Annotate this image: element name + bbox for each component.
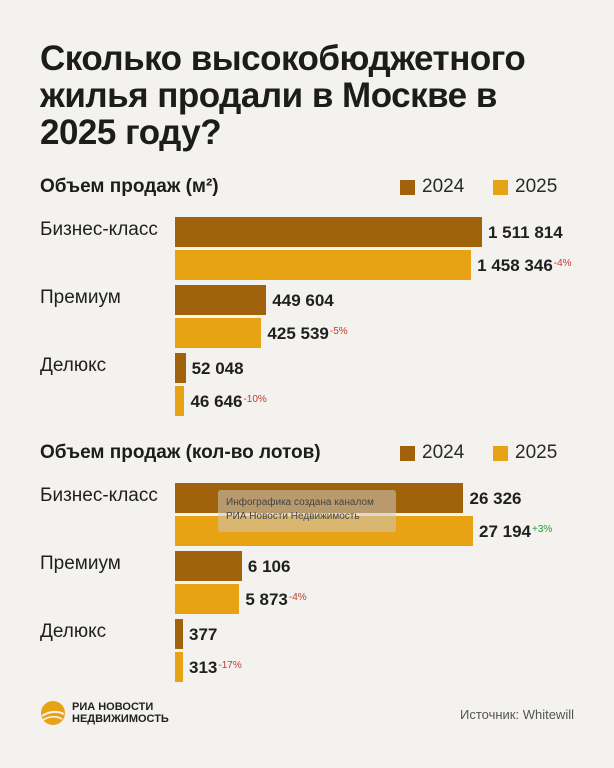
watermark-line-2: РИА Новости Недвижимость: [226, 511, 360, 522]
value-label: 26 326: [469, 489, 522, 508]
value-label: 425 539-5%: [267, 324, 348, 343]
value-label: 5 873-4%: [245, 590, 307, 609]
bar-2025: [175, 318, 262, 348]
chart-1-title: Объем продаж (м²): [40, 176, 219, 197]
legend-item-2025: 2025: [493, 442, 557, 464]
bar-2025: [175, 250, 472, 280]
page-title: Сколько высокобюджетного жилья продали в…: [40, 39, 526, 152]
legend-item-2024: 2024: [400, 442, 464, 464]
watermark-line-1: Инфографика создана каналом: [226, 497, 374, 508]
bar-2025: [175, 652, 183, 682]
legend-item-2024: 2024: [400, 176, 464, 198]
value-label: 1 511 814: [488, 223, 563, 242]
change-label: -10%: [243, 394, 267, 405]
category-label: Премиум: [40, 553, 121, 574]
value-label: 1 458 346-4%: [477, 256, 572, 275]
change-label: -5%: [329, 326, 348, 337]
legend-label: 2024: [422, 442, 465, 463]
change-label: -17%: [218, 660, 242, 671]
legend-item-2025: 2025: [493, 176, 557, 198]
chart-2-title: Объем продаж (кол-во лотов): [40, 442, 321, 463]
bar-2024: [175, 217, 482, 247]
legend-swatch-2024: [400, 179, 415, 195]
category-label: Делюкс: [40, 621, 107, 642]
bar-2025: [175, 386, 185, 416]
source-note: Источник: Whitewill: [459, 707, 574, 722]
category-label: Бизнес-класс: [40, 485, 158, 506]
ria-logo: РИА НОВОСТИ НЕДВИЖИМОСТЬ: [40, 700, 169, 726]
bar-2024: [175, 285, 267, 315]
category-label: Бизнес-класс: [40, 219, 158, 240]
bar-2024: [175, 353, 186, 383]
change-label: -4%: [553, 258, 572, 269]
watermark: Инфографика создана каналом РИА Новости …: [218, 490, 396, 532]
logo-line-2: НЕДВИЖИМОСТЬ: [72, 713, 169, 725]
bar-2024: [175, 619, 183, 649]
change-label: -4%: [288, 592, 307, 603]
value-label: 6 106: [247, 557, 291, 576]
ria-logo-icon: [41, 701, 65, 725]
value-label: 52 048: [191, 359, 244, 378]
value-label: 377: [189, 625, 218, 644]
legend-label: 2025: [515, 176, 558, 197]
category-label: Делюкс: [40, 355, 107, 376]
legend-label: 2024: [422, 176, 465, 197]
legend-label: 2025: [515, 442, 558, 463]
legend-swatch-2025: [493, 179, 508, 195]
logo-line-1: РИА НОВОСТИ: [72, 701, 154, 713]
value-label: 27 194+3%: [479, 522, 553, 541]
category-label: Премиум: [40, 287, 121, 308]
legend-swatch-2025: [493, 445, 508, 461]
bar-2024: [175, 551, 242, 581]
value-label: 313-17%: [189, 658, 242, 677]
change-label: +3%: [532, 524, 553, 535]
legend-swatch-2024: [400, 445, 415, 461]
value-label: 449 604: [272, 291, 334, 310]
value-label: 46 646-10%: [190, 392, 267, 411]
bar-2025: [175, 584, 240, 614]
